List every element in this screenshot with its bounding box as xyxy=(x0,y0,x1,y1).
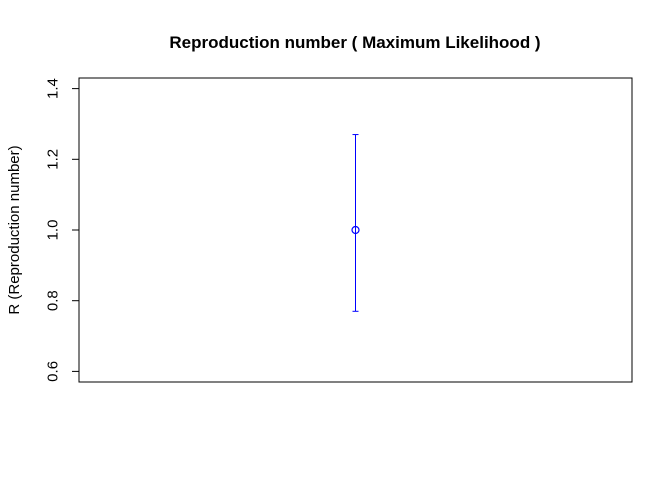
data-marks xyxy=(351,134,360,312)
y-axis-label: R (Reproduction number) xyxy=(6,145,23,314)
data-point xyxy=(351,225,360,235)
y-tick-label: 0.8 xyxy=(44,290,61,311)
y-tick-label: 1.4 xyxy=(44,78,61,99)
y-tick-label: 1.2 xyxy=(44,149,61,170)
y-tick-label: 0.6 xyxy=(44,361,61,382)
y-tick-label: 1.0 xyxy=(44,220,61,241)
chart-title: Reproduction number ( Maximum Likelihood… xyxy=(169,33,540,52)
y-axis: 0.6 0.8 1.0 1.2 1.4 xyxy=(44,78,80,382)
